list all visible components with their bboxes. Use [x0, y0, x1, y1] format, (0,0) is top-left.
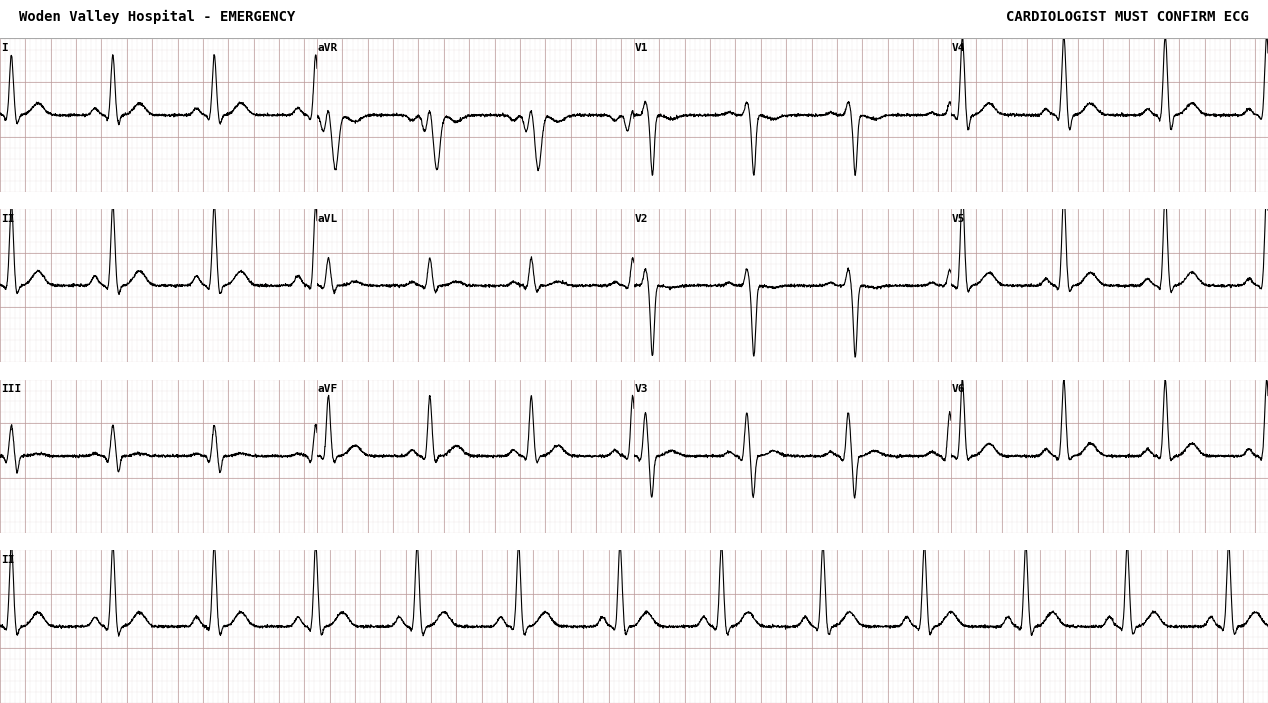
- Text: V2: V2: [635, 214, 648, 224]
- Text: CARDIOLOGIST MUST CONFIRM ECG: CARDIOLOGIST MUST CONFIRM ECG: [1006, 11, 1249, 25]
- Text: III: III: [1, 385, 22, 394]
- Text: II: II: [1, 555, 15, 565]
- Text: V3: V3: [635, 385, 648, 394]
- Text: V6: V6: [952, 385, 965, 394]
- Text: I: I: [1, 44, 8, 53]
- Text: aVF: aVF: [318, 385, 339, 394]
- Text: V5: V5: [952, 214, 965, 224]
- Text: aVL: aVL: [318, 214, 339, 224]
- Text: II: II: [1, 214, 14, 224]
- Text: Woden Valley Hospital - EMERGENCY: Woden Valley Hospital - EMERGENCY: [19, 11, 295, 25]
- Text: V4: V4: [952, 44, 965, 53]
- Text: V1: V1: [635, 44, 648, 53]
- Text: aVR: aVR: [318, 44, 339, 53]
